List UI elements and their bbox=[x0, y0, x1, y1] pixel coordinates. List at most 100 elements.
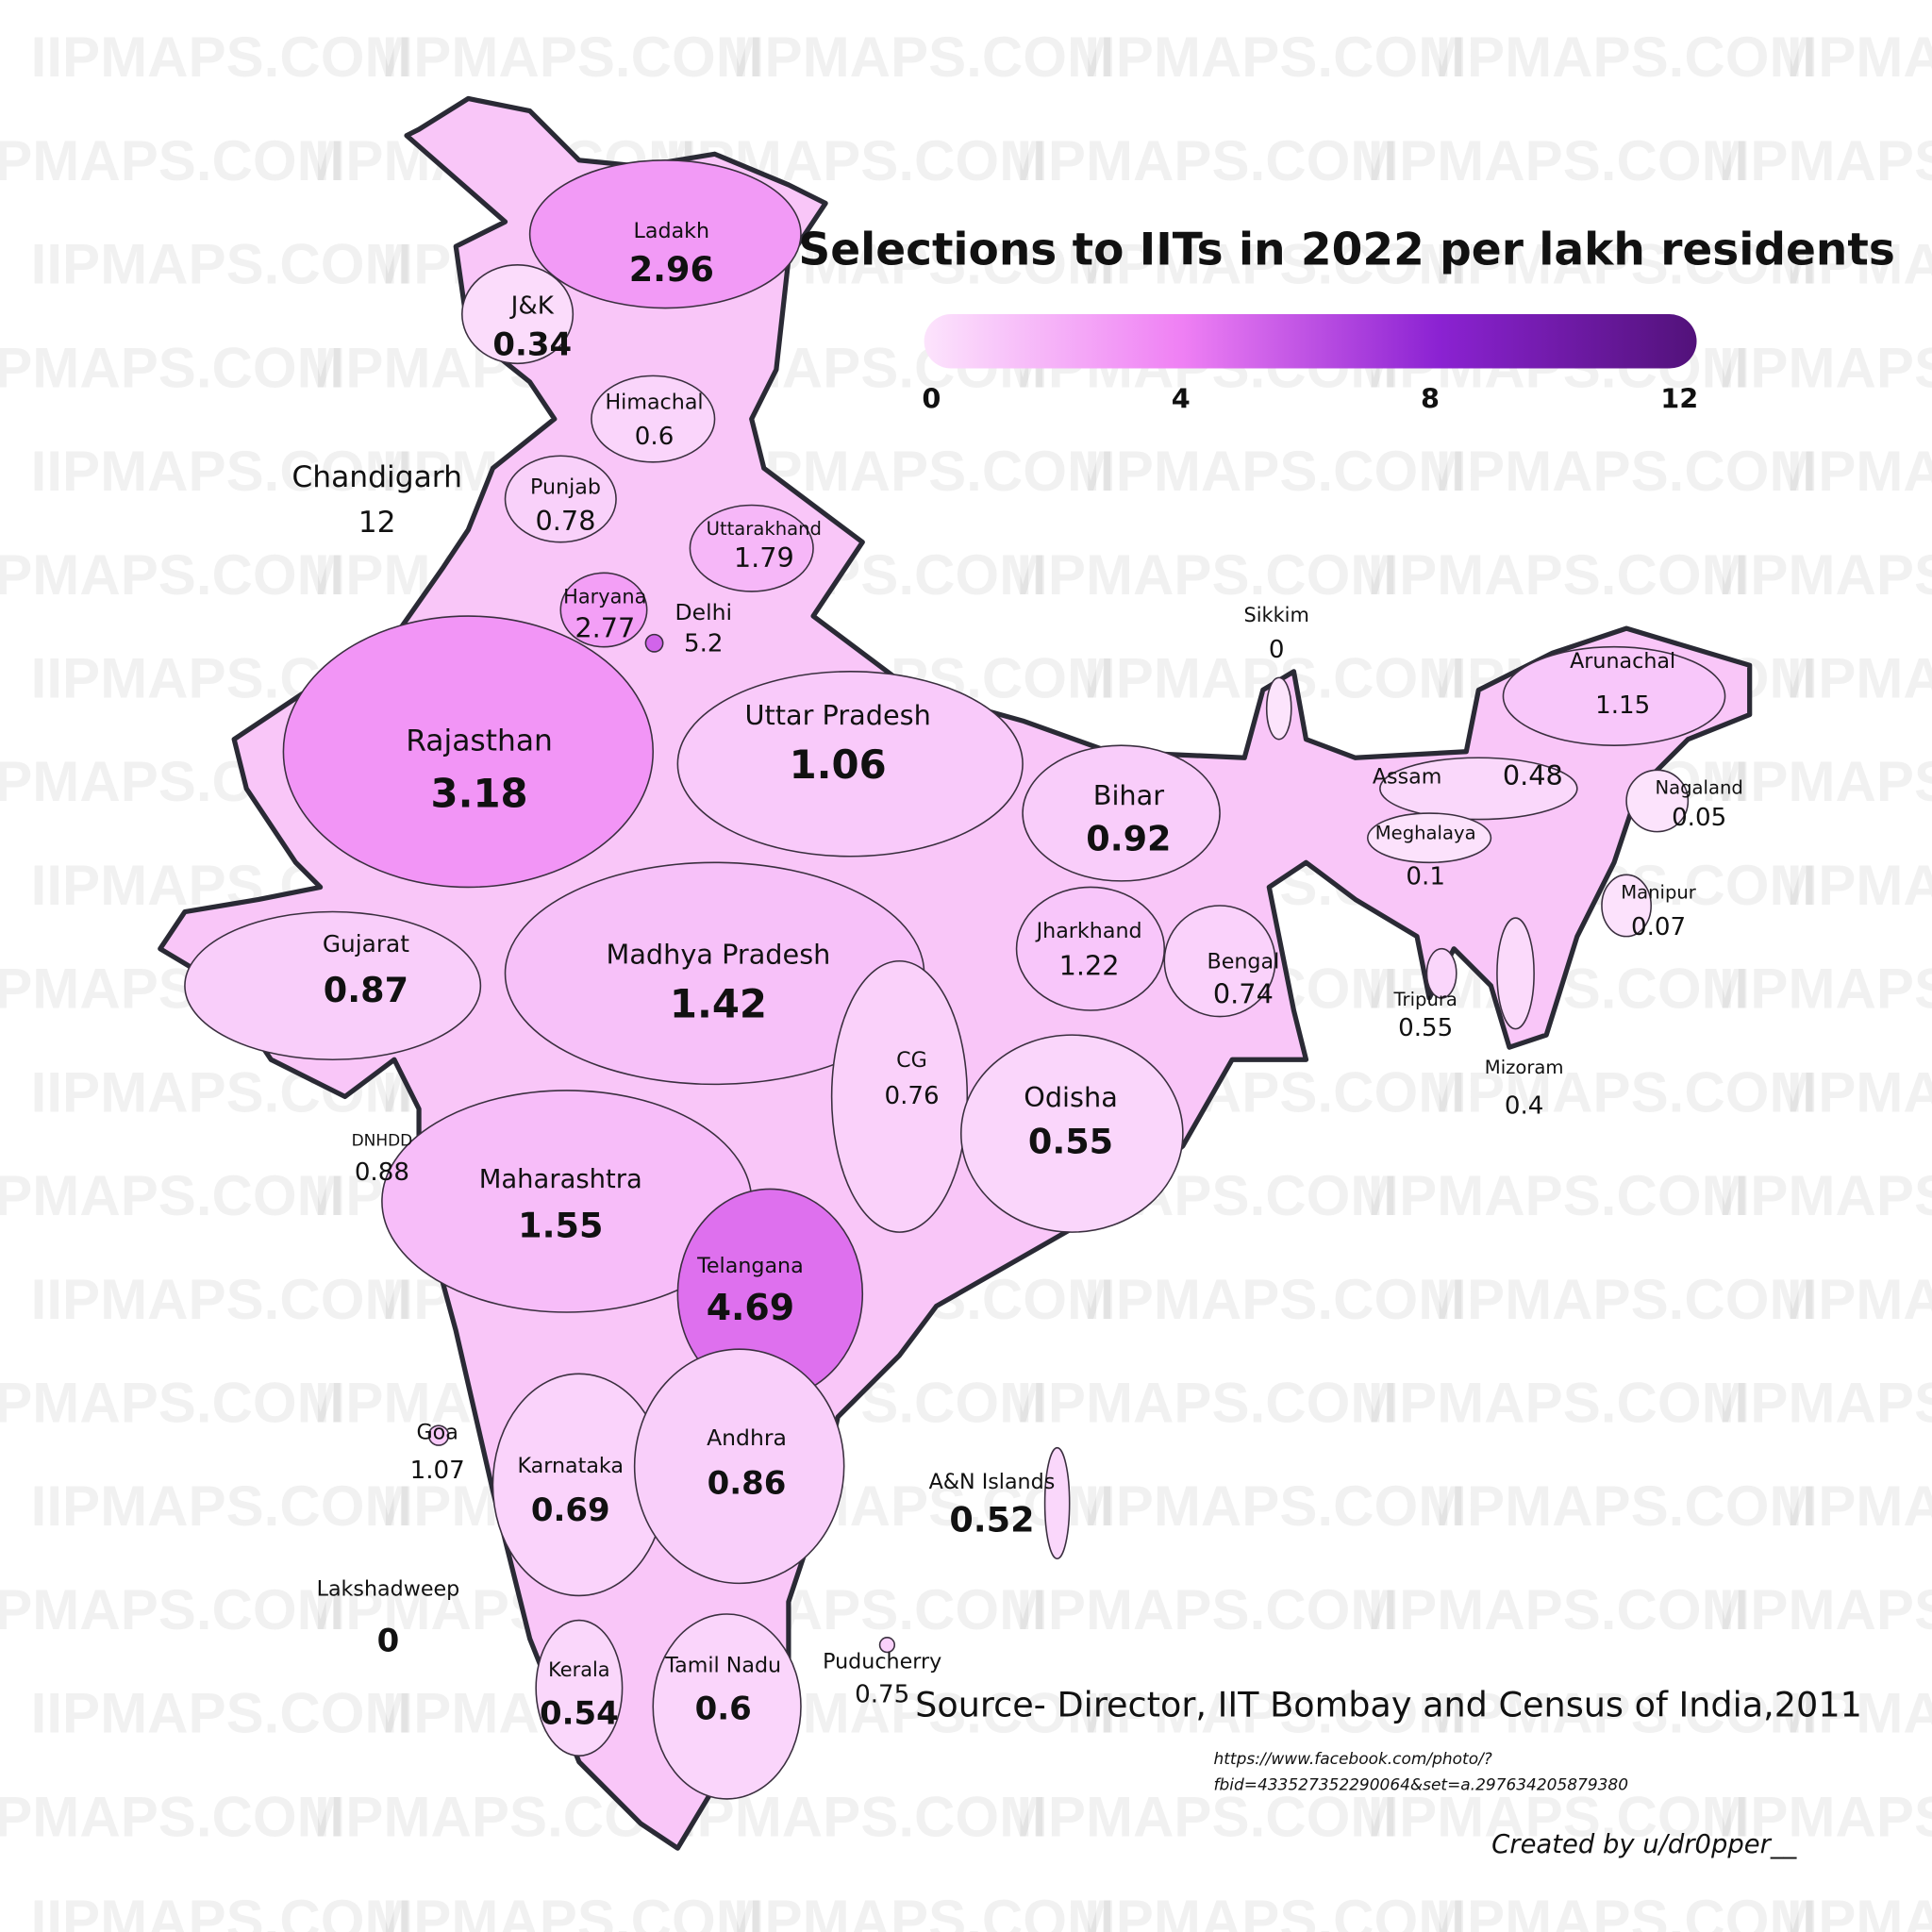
region-name: Arunachal bbox=[1570, 649, 1675, 674]
watermark: IIPMAPS.COM bbox=[31, 1889, 412, 1932]
region-value: 5.2 bbox=[684, 630, 724, 658]
region bbox=[830, 959, 969, 1233]
watermark: IIPMAPS.COM bbox=[1368, 1371, 1749, 1434]
region-name: J&K bbox=[509, 292, 555, 321]
url: fbid=433527352290064&set=a.2976342058793… bbox=[1214, 1776, 1629, 1795]
watermark: IIPMAPS.COM bbox=[0, 129, 344, 192]
region-name: DNHDD bbox=[352, 1131, 413, 1150]
region bbox=[535, 1619, 624, 1757]
region-name: Odisha bbox=[1024, 1081, 1118, 1113]
region-value: 0.34 bbox=[492, 326, 572, 364]
watermark: IIPMAPS.COM bbox=[1436, 1889, 1817, 1932]
watermark: IIPMAPS.COM bbox=[1084, 1268, 1465, 1331]
region-name: A&N Islands bbox=[929, 1470, 1056, 1494]
watermark: IIPMAPS.COM bbox=[1017, 543, 1398, 607]
region-value: 0.4 bbox=[1505, 1091, 1544, 1120]
watermark: IIPMAPS.COM bbox=[1719, 750, 1932, 813]
region bbox=[282, 615, 655, 889]
region-name: Sikkim bbox=[1243, 604, 1308, 626]
watermark: IIPMAPS.COM bbox=[31, 440, 412, 503]
region-value: 12 bbox=[358, 506, 396, 540]
region-value: 0.69 bbox=[531, 1491, 610, 1529]
region-value: 4.69 bbox=[707, 1287, 794, 1328]
watermark: IIPMAPS.COM bbox=[1436, 440, 1817, 503]
watermark: IIPMAPS.COM bbox=[1787, 1682, 1932, 1745]
region-value: 0.05 bbox=[1672, 804, 1726, 832]
watermark: IIPMAPS.COM bbox=[382, 1889, 763, 1932]
watermark: IIPMAPS.COM bbox=[1787, 440, 1932, 503]
colorbar-tick-label: 8 bbox=[1421, 382, 1440, 414]
region-value: 1.15 bbox=[1595, 691, 1650, 720]
region bbox=[689, 504, 814, 592]
watermark: IIPMAPS.COM bbox=[0, 1578, 344, 1641]
watermark: IIPMAPS.COM bbox=[1084, 1889, 1465, 1932]
region bbox=[644, 633, 664, 653]
region-name: Mizoram bbox=[1485, 1057, 1564, 1078]
watermark: IIPMAPS.COM bbox=[1719, 1785, 1932, 1848]
region bbox=[676, 671, 1024, 858]
region-name: Assam bbox=[1373, 765, 1442, 790]
region-value: 0.75 bbox=[855, 1681, 909, 1709]
region-name: Chandigarh bbox=[291, 460, 462, 494]
watermark: IIPMAPS.COM bbox=[1017, 1371, 1398, 1434]
region bbox=[1425, 947, 1457, 999]
region-name: Himachal bbox=[606, 391, 704, 415]
region-name: Puducherry bbox=[823, 1649, 941, 1674]
watermark: IIPMAPS.COM bbox=[1368, 129, 1749, 192]
watermark: IIPMAPS.COM bbox=[1436, 1474, 1817, 1538]
watermark: IIPMAPS.COM bbox=[1436, 1682, 1817, 1745]
region-value: 2.77 bbox=[575, 611, 635, 643]
watermark: IIPMAPS.COM bbox=[1017, 1785, 1398, 1848]
region-name: Meghalaya bbox=[1375, 823, 1476, 844]
watermark: IIPMAPS.COM bbox=[1084, 233, 1465, 296]
region-value: 0 bbox=[377, 1623, 400, 1660]
watermark: IIPMAPS.COM bbox=[1368, 1785, 1749, 1848]
region-name: Ladakh bbox=[634, 219, 710, 243]
region bbox=[1022, 744, 1221, 882]
region bbox=[1367, 812, 1492, 864]
watermark: IIPMAPS.COM bbox=[1368, 1164, 1749, 1227]
watermark: IIPMAPS.COM bbox=[1084, 440, 1465, 503]
region-name: Uttarakhand bbox=[707, 518, 822, 540]
region bbox=[461, 264, 575, 365]
region-value: 0.74 bbox=[1213, 977, 1274, 1009]
region-value: 0.07 bbox=[1631, 913, 1686, 941]
region bbox=[1496, 917, 1535, 1030]
region bbox=[1043, 1446, 1071, 1560]
region-value: 3.18 bbox=[431, 770, 528, 816]
region-name: Tripura bbox=[1392, 989, 1457, 1010]
watermark: IIPMAPS.COM bbox=[1787, 646, 1932, 709]
region-value: 0.78 bbox=[536, 505, 596, 537]
region-value: 0.88 bbox=[355, 1158, 409, 1187]
region-name: Gujarat bbox=[323, 930, 409, 958]
colorbar-ticks: 0 4 8 12 bbox=[922, 382, 1698, 414]
region-name: Bihar bbox=[1093, 779, 1164, 811]
watermark: IIPMAPS.COM bbox=[1719, 336, 1932, 399]
region-value: 0.55 bbox=[1398, 1014, 1453, 1042]
watermark: IIPMAPS.COM bbox=[1719, 129, 1932, 192]
watermark: IIPMAPS.COM bbox=[1084, 1682, 1465, 1745]
region-value: 2.96 bbox=[629, 249, 714, 290]
watermark: IIPMAPS.COM bbox=[0, 1371, 344, 1434]
region bbox=[633, 1348, 845, 1585]
region-value: 1.42 bbox=[670, 981, 767, 1027]
watermark: IIPMAPS.COM bbox=[1368, 1578, 1749, 1641]
region-value: 1.22 bbox=[1059, 949, 1120, 981]
region-name: Rajasthan bbox=[406, 724, 553, 758]
region-name: Nagaland bbox=[1655, 776, 1742, 798]
region bbox=[652, 1613, 802, 1800]
colorbar-tick-label: 0 bbox=[922, 382, 941, 414]
watermark: IIPMAPS.COM bbox=[1719, 1164, 1932, 1227]
watermark: IIPMAPS.COM bbox=[1436, 25, 1817, 89]
region-value: 0.52 bbox=[949, 1500, 1034, 1541]
watermark: IIPMAPS.COM bbox=[1436, 1060, 1817, 1124]
legend-title: Selections to IITs in 2022 per lakh resi… bbox=[798, 224, 1895, 275]
watermark: IIPMAPS.COM bbox=[0, 336, 344, 399]
url: https://www.facebook.com/photo/? bbox=[1214, 1750, 1492, 1769]
watermark: IIPMAPS.COM bbox=[31, 1682, 412, 1745]
watermark: IIPMAPS.COM bbox=[733, 25, 1114, 89]
watermark: IIPMAPS.COM bbox=[1719, 543, 1932, 607]
region-name: Lakshadweep bbox=[317, 1576, 460, 1601]
region-name: Haryana bbox=[563, 585, 646, 608]
watermark: IIPMAPS.COM bbox=[1368, 543, 1749, 607]
